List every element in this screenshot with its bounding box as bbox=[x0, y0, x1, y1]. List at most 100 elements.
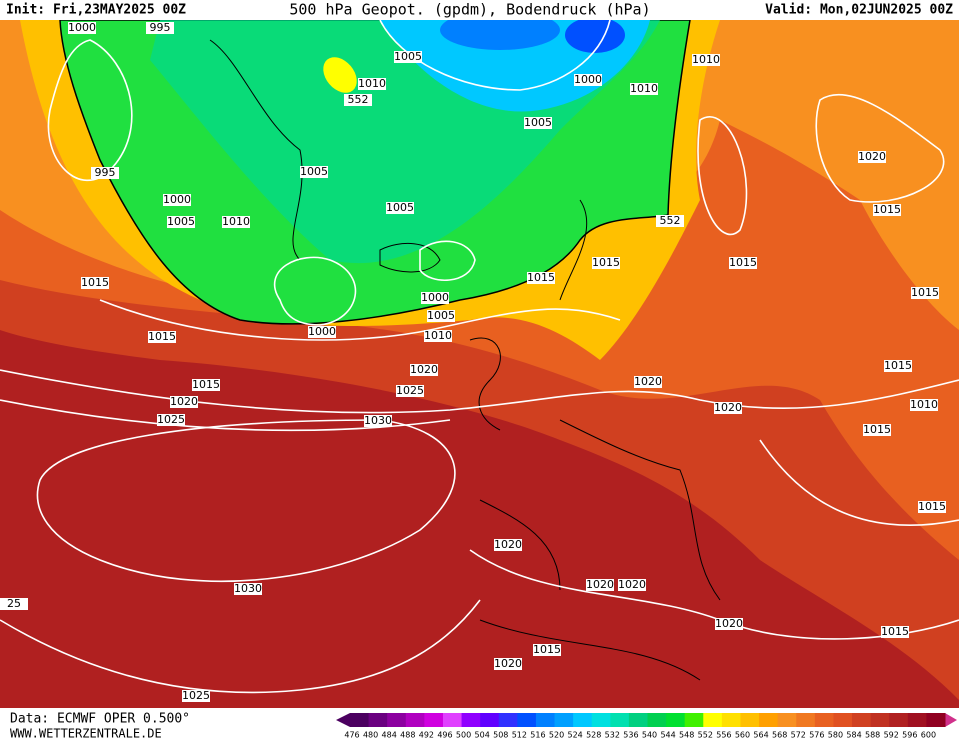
isobar-label: 1015 bbox=[918, 500, 946, 513]
isobar-label: 995 bbox=[95, 166, 116, 179]
colorbar-label: 524 bbox=[567, 731, 582, 740]
isobar-label: 1010 bbox=[910, 398, 938, 411]
isobar-label: 1010 bbox=[358, 77, 386, 90]
isobar-label: 1020 bbox=[494, 657, 522, 670]
label-bg bbox=[394, 51, 422, 63]
isobar bbox=[697, 116, 748, 236]
isobar-label: 1005 bbox=[167, 215, 195, 228]
label-bg bbox=[364, 415, 392, 427]
colorbar-label: 540 bbox=[642, 731, 657, 740]
isobar-label: 1020 bbox=[618, 578, 646, 591]
colorbar-label: 488 bbox=[400, 731, 415, 740]
colorbar-label: 580 bbox=[828, 731, 843, 740]
isobar-label: 1020 bbox=[634, 375, 662, 388]
colorbar-swatch bbox=[442, 713, 463, 727]
isobar-label: 552 bbox=[348, 93, 369, 106]
colorbar-arrow bbox=[336, 713, 350, 727]
label-bg bbox=[192, 379, 220, 391]
map-title: 500 hPa Geopot. (gpdm), Bodendruck (hPa) bbox=[289, 1, 650, 19]
colorbar-label: 544 bbox=[660, 731, 675, 740]
colorbar-swatch bbox=[517, 713, 537, 727]
colorbar-label: 596 bbox=[902, 731, 917, 740]
isobar-label: 1015 bbox=[592, 256, 620, 269]
label-bg bbox=[182, 690, 210, 702]
isobar-label: 1025 bbox=[182, 689, 210, 702]
label-bg bbox=[163, 194, 191, 206]
isobar-label: 1020 bbox=[586, 578, 614, 591]
label-bg bbox=[148, 331, 176, 343]
isobar-label: 1010 bbox=[424, 329, 452, 342]
label-bg bbox=[729, 257, 757, 269]
label-bg bbox=[358, 78, 386, 90]
colorbar-label: 576 bbox=[809, 731, 824, 740]
label-bg bbox=[574, 74, 602, 86]
colorbar-label: 548 bbox=[679, 731, 694, 740]
init-time: Init: Fri,23MAY2025 00Z bbox=[6, 3, 186, 18]
data-source: Data: ECMWF OPER 0.500° bbox=[10, 712, 190, 727]
isobar bbox=[419, 240, 476, 281]
isobar-label: 1015 bbox=[192, 378, 220, 391]
isobar bbox=[0, 599, 481, 694]
coastline bbox=[209, 39, 721, 681]
colorbar-swatch bbox=[461, 713, 481, 727]
colorbar-swatch bbox=[796, 713, 816, 727]
colorbar-label: 536 bbox=[623, 731, 638, 740]
label-bg bbox=[81, 277, 109, 289]
label-bg bbox=[586, 579, 614, 591]
label-bg bbox=[157, 414, 185, 426]
colorbar-label: 528 bbox=[586, 731, 601, 740]
colorbar-label: 560 bbox=[735, 731, 750, 740]
colorbar-label: 588 bbox=[865, 731, 880, 740]
colorbar: 476 480 484 488 492 496 500 504 508 512 516 520 524 5… bbox=[336, 713, 957, 740]
isobar-label: 552 bbox=[660, 214, 681, 227]
header-band bbox=[0, 0, 959, 20]
isobar-label: 1015 bbox=[911, 286, 939, 299]
isobar-label: 1015 bbox=[873, 203, 901, 216]
label-bg bbox=[167, 216, 195, 228]
label-bg bbox=[715, 618, 743, 630]
isobar-label: 995 bbox=[150, 21, 171, 34]
label-bg bbox=[68, 22, 96, 34]
isobar-label: 1015 bbox=[863, 423, 891, 436]
colorbar-label: 508 bbox=[493, 731, 508, 740]
colorbar-label: 592 bbox=[884, 731, 899, 740]
colorbar-label: 556 bbox=[716, 731, 731, 740]
colorbar-label: 532 bbox=[605, 731, 620, 740]
label-bg bbox=[884, 360, 912, 372]
label-bg bbox=[618, 579, 646, 591]
colorbar-label: 584 bbox=[846, 731, 861, 740]
colorbar-swatch bbox=[703, 713, 723, 727]
label-bg bbox=[396, 385, 424, 397]
field-band bbox=[323, 57, 357, 93]
label-bg bbox=[911, 287, 939, 299]
isobar-label: 1000 bbox=[68, 21, 96, 34]
field-band bbox=[440, 20, 560, 50]
colorbar-label: 564 bbox=[753, 731, 768, 740]
colorbar-swatch bbox=[907, 713, 927, 727]
label-bg bbox=[308, 326, 336, 338]
isobar-label: 1015 bbox=[148, 330, 176, 343]
label-bg bbox=[427, 310, 455, 322]
label-bg bbox=[592, 257, 620, 269]
isobar-label: 1015 bbox=[527, 271, 555, 284]
label-bg bbox=[170, 396, 198, 408]
field-band bbox=[565, 20, 625, 53]
isobar-label: 1010 bbox=[692, 53, 720, 66]
isobar-labels: 1000 995 1005 1010 552 1000 1010 1010 1005 995 100… bbox=[0, 21, 946, 702]
isobar-label: 1020 bbox=[410, 363, 438, 376]
colorbar-swatch bbox=[814, 713, 834, 727]
label-bg bbox=[873, 204, 901, 216]
colorbar-label: 492 bbox=[419, 731, 434, 740]
isobar-label: 1005 bbox=[300, 165, 328, 178]
colorbar-arrow bbox=[945, 713, 957, 727]
label-bg bbox=[386, 202, 414, 214]
colorbar-label: 484 bbox=[382, 731, 397, 740]
isobar bbox=[815, 93, 945, 203]
isobar-label: 1025 bbox=[157, 413, 185, 426]
colorbar-swatch bbox=[852, 713, 872, 727]
label-bg bbox=[494, 539, 522, 551]
label-bg bbox=[410, 364, 438, 376]
colorbar-swatch bbox=[759, 713, 779, 727]
colorbar-label: 504 bbox=[475, 731, 490, 740]
